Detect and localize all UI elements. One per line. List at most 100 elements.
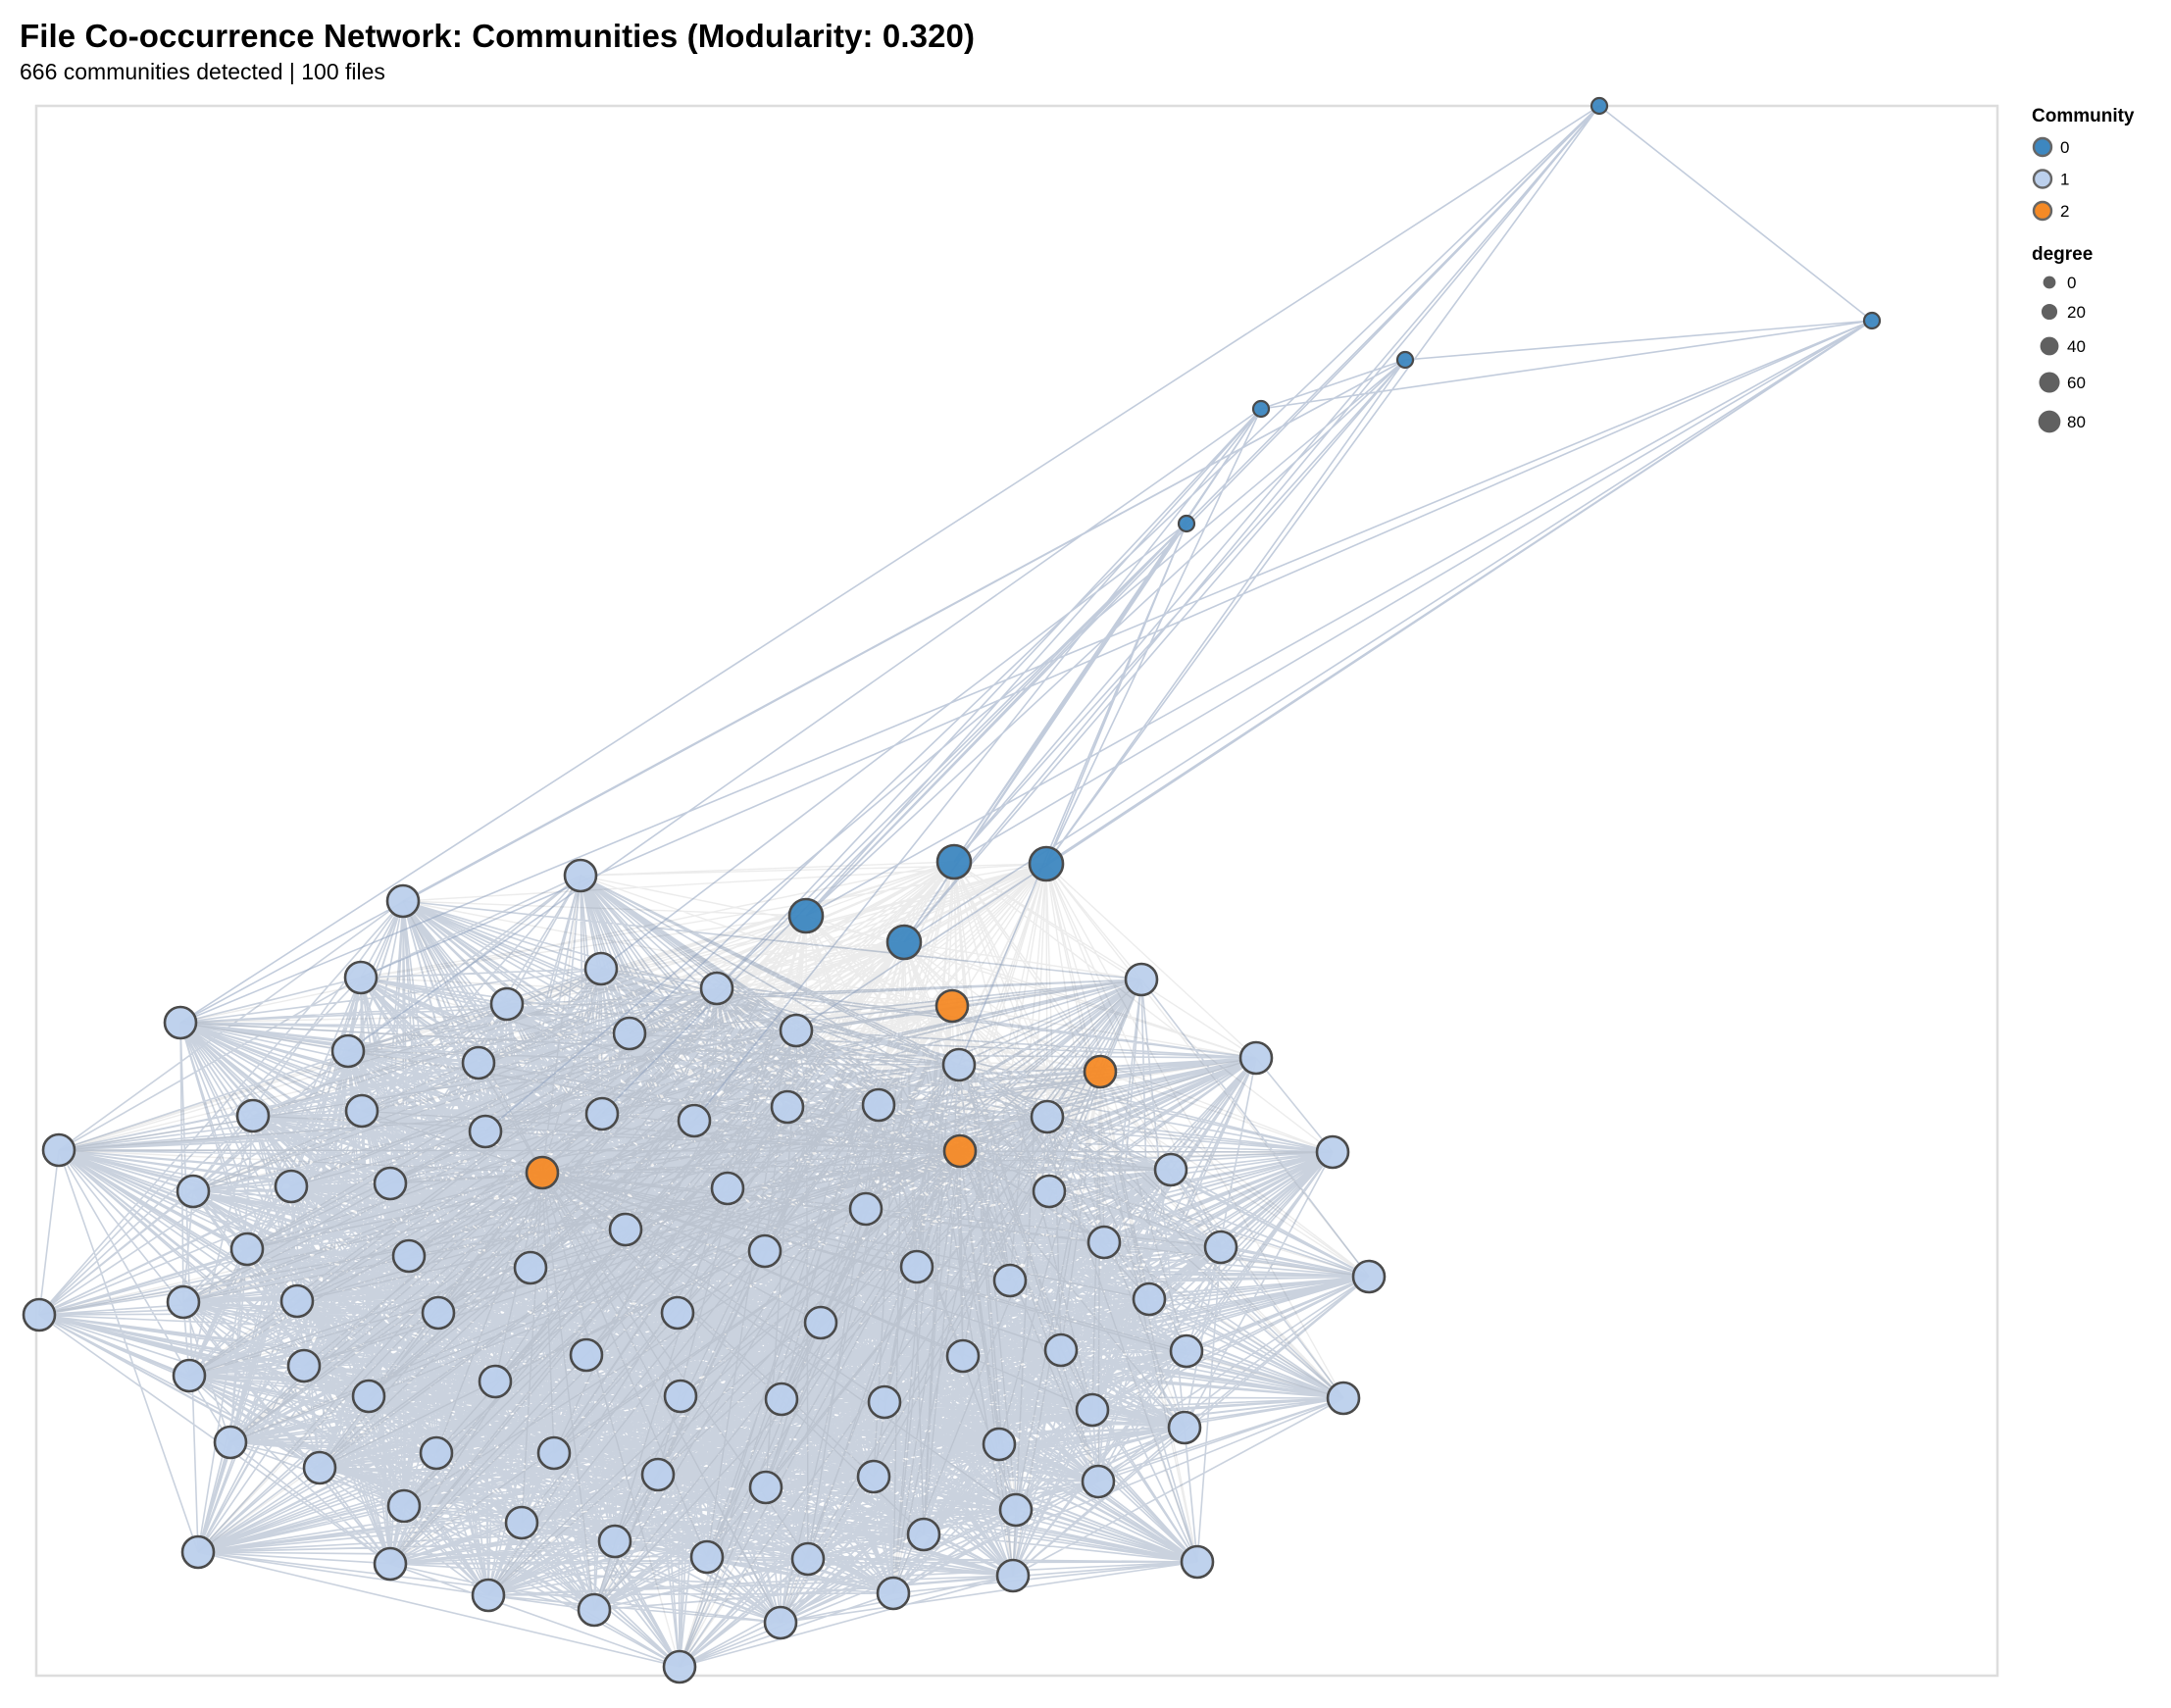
node-community-1[interactable] <box>351 1379 386 1414</box>
node-community-1[interactable] <box>583 951 619 986</box>
node-community-1[interactable] <box>419 1435 454 1471</box>
node-community-1[interactable] <box>286 1348 322 1383</box>
node-community-0[interactable] <box>1395 350 1415 370</box>
node-community-1[interactable] <box>748 1470 783 1505</box>
node-community-1[interactable] <box>344 1093 379 1129</box>
node-community-1[interactable] <box>213 1425 248 1460</box>
node-community-1[interactable] <box>710 1171 745 1206</box>
node-community-1[interactable] <box>770 1089 805 1125</box>
node-community-1[interactable] <box>468 1114 503 1149</box>
node-community-1[interactable] <box>764 1381 799 1417</box>
node-community-2[interactable] <box>1083 1054 1118 1089</box>
node-community-1[interactable] <box>489 986 525 1022</box>
node-community-1[interactable] <box>385 883 421 919</box>
node-community-1[interactable] <box>343 960 379 995</box>
node-community-1[interactable] <box>274 1169 309 1204</box>
node-community-1[interactable] <box>597 1524 632 1559</box>
node-community-2[interactable] <box>942 1133 978 1169</box>
node-community-1[interactable] <box>235 1098 271 1133</box>
node-community-1[interactable] <box>699 971 734 1006</box>
node-community-2[interactable] <box>934 988 970 1024</box>
node-community-1[interactable] <box>945 1338 981 1374</box>
node-community-1[interactable] <box>471 1578 506 1613</box>
node-community-1[interactable] <box>41 1132 76 1168</box>
node-community-1[interactable] <box>1238 1040 1274 1076</box>
node-community-1[interactable] <box>330 1033 366 1069</box>
node-community-1[interactable] <box>998 1492 1034 1528</box>
node-community-1[interactable] <box>1075 1392 1110 1428</box>
node-community-1[interactable] <box>992 1263 1028 1298</box>
node-community-1[interactable] <box>302 1450 337 1485</box>
node-community-1[interactable] <box>876 1576 911 1611</box>
node-community-1[interactable] <box>663 1379 698 1414</box>
node-community-1[interactable] <box>1132 1281 1167 1317</box>
node-community-1[interactable] <box>172 1358 207 1393</box>
node-community-1[interactable] <box>577 1592 612 1628</box>
node-community-1[interactable] <box>176 1174 211 1209</box>
node-community-1[interactable] <box>504 1505 539 1540</box>
node-community-1[interactable] <box>660 1295 695 1331</box>
node-community-1[interactable] <box>662 1649 697 1684</box>
node-community-1[interactable] <box>747 1233 783 1269</box>
node-community-1[interactable] <box>279 1283 315 1319</box>
node-community-1[interactable] <box>1180 1544 1215 1580</box>
node-community-1[interactable] <box>1081 1464 1116 1499</box>
node-community-1[interactable] <box>391 1238 427 1274</box>
node-community-1[interactable] <box>906 1517 941 1552</box>
node-community-0[interactable] <box>787 897 825 934</box>
node-community-0[interactable] <box>1177 514 1196 533</box>
node-community-1[interactable] <box>513 1250 548 1285</box>
node-community-0[interactable] <box>1590 96 1609 116</box>
node-community-1[interactable] <box>941 1047 977 1082</box>
node-community-1[interactable] <box>1153 1152 1188 1187</box>
node-community-1[interactable] <box>790 1541 826 1577</box>
node-community-1[interactable] <box>461 1045 496 1080</box>
node-community-1[interactable] <box>166 1284 201 1320</box>
node-community-1[interactable] <box>995 1558 1031 1593</box>
node-community-1[interactable] <box>373 1546 408 1582</box>
node-community-1[interactable] <box>861 1087 896 1123</box>
node-community-1[interactable] <box>22 1297 57 1332</box>
node-community-1[interactable] <box>612 1016 647 1051</box>
node-community-1[interactable] <box>1030 1099 1065 1134</box>
node-community-1[interactable] <box>1032 1174 1067 1209</box>
node-community-1[interactable] <box>1203 1230 1238 1265</box>
node-community-1[interactable] <box>689 1539 725 1575</box>
node-community-1[interactable] <box>478 1364 513 1399</box>
node-community-1[interactable] <box>1169 1333 1204 1369</box>
node-community-1[interactable] <box>763 1605 798 1640</box>
node-community-1[interactable] <box>1315 1134 1350 1170</box>
node-community-1[interactable] <box>1043 1332 1079 1368</box>
node-community-0[interactable] <box>1028 845 1065 882</box>
node-community-0[interactable] <box>885 924 923 961</box>
node-community-1[interactable] <box>584 1096 620 1131</box>
node-community-1[interactable] <box>229 1231 265 1267</box>
node-community-0[interactable] <box>935 843 973 880</box>
node-community-1[interactable] <box>856 1459 891 1494</box>
node-community-1[interactable] <box>563 858 598 893</box>
node-community-1[interactable] <box>867 1384 902 1420</box>
node-community-1[interactable] <box>1351 1259 1387 1294</box>
node-community-1[interactable] <box>803 1305 838 1340</box>
node-community-1[interactable] <box>373 1166 408 1201</box>
node-community-1[interactable] <box>982 1427 1017 1462</box>
node-community-1[interactable] <box>569 1337 604 1373</box>
node-community-1[interactable] <box>386 1488 422 1524</box>
node-community-1[interactable] <box>1124 962 1159 997</box>
node-community-1[interactable] <box>180 1534 216 1570</box>
node-community-0[interactable] <box>1251 399 1271 419</box>
node-community-0[interactable] <box>1862 311 1882 330</box>
node-community-1[interactable] <box>536 1435 572 1471</box>
node-community-2[interactable] <box>525 1155 560 1190</box>
node-community-1[interactable] <box>1086 1225 1122 1260</box>
node-community-1[interactable] <box>1167 1410 1202 1445</box>
node-community-1[interactable] <box>1326 1381 1361 1416</box>
node-community-1[interactable] <box>608 1212 643 1247</box>
node-community-1[interactable] <box>848 1191 884 1227</box>
node-community-1[interactable] <box>779 1013 814 1048</box>
node-community-1[interactable] <box>899 1249 934 1284</box>
node-community-1[interactable] <box>677 1103 712 1138</box>
node-community-1[interactable] <box>163 1005 198 1040</box>
node-community-1[interactable] <box>640 1457 676 1492</box>
node-community-1[interactable] <box>421 1295 456 1331</box>
